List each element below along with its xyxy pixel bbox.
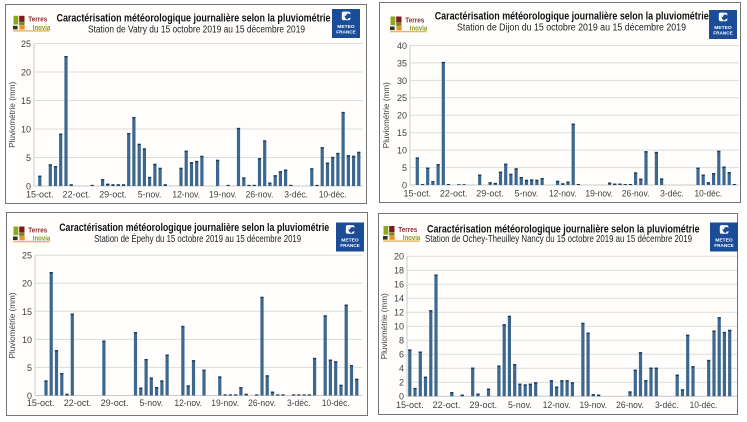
svg-text:Station de Épehy du 15 octobre: Station de Épehy du 15 octobre 2019 au 1… bbox=[94, 232, 301, 245]
svg-text:3-déc.: 3-déc. bbox=[655, 400, 679, 410]
svg-text:40: 40 bbox=[397, 41, 407, 51]
svg-text:METEO: METEO bbox=[337, 24, 355, 29]
svg-text:10-déc.: 10-déc. bbox=[695, 189, 723, 199]
svg-text:20: 20 bbox=[394, 252, 404, 262]
svg-text:15: 15 bbox=[22, 307, 32, 317]
svg-text:15-oct.: 15-oct. bbox=[26, 190, 54, 200]
svg-text:FRANCE: FRANCE bbox=[714, 243, 734, 248]
svg-text:Caractérisation météorologique: Caractérisation météorologique journaliè… bbox=[59, 222, 329, 234]
svg-text:12-nov.: 12-nov. bbox=[543, 400, 571, 410]
svg-text:10: 10 bbox=[394, 322, 404, 332]
svg-text:15-oct.: 15-oct. bbox=[396, 400, 424, 410]
svg-text:3-déc.: 3-déc. bbox=[284, 190, 308, 200]
svg-text:5: 5 bbox=[402, 163, 407, 173]
svg-text:5-nov.: 5-nov. bbox=[508, 400, 532, 410]
svg-text:15-oct.: 15-oct. bbox=[403, 189, 431, 199]
svg-text:10-déc.: 10-déc. bbox=[319, 190, 347, 200]
svg-text:22-oct.: 22-oct. bbox=[63, 190, 91, 200]
svg-text:29-oct.: 29-oct. bbox=[101, 398, 129, 408]
svg-text:20: 20 bbox=[21, 67, 31, 77]
svg-text:2: 2 bbox=[399, 378, 404, 388]
svg-text:26-nov.: 26-nov. bbox=[616, 400, 644, 410]
svg-text:12-nov.: 12-nov. bbox=[174, 398, 202, 408]
svg-text:29-oct.: 29-oct. bbox=[476, 189, 504, 199]
svg-text:20: 20 bbox=[397, 111, 407, 121]
svg-text:19-nov.: 19-nov. bbox=[585, 189, 613, 199]
svg-text:Station de Dijon du 15 octobre: Station de Dijon du 15 octobre 2019 au 1… bbox=[457, 23, 686, 34]
svg-text:METEO: METEO bbox=[341, 238, 359, 243]
svg-text:Inovia: Inovia bbox=[33, 234, 51, 243]
svg-text:Caractérisation météorologique: Caractérisation météorologique journaliè… bbox=[427, 223, 700, 235]
svg-text:Inovia: Inovia bbox=[403, 233, 421, 242]
svg-text:5-nov.: 5-nov. bbox=[515, 189, 539, 199]
svg-text:5: 5 bbox=[26, 153, 31, 163]
svg-text:FRANCE: FRANCE bbox=[340, 243, 360, 248]
svg-text:5-nov.: 5-nov. bbox=[138, 190, 162, 200]
svg-text:FRANCE: FRANCE bbox=[336, 29, 356, 34]
svg-text:19-nov.: 19-nov. bbox=[209, 190, 237, 200]
svg-text:Pluviométrie (mm): Pluviométrie (mm) bbox=[380, 293, 389, 359]
svg-text:METEO: METEO bbox=[714, 25, 732, 30]
svg-text:0: 0 bbox=[27, 391, 32, 401]
svg-text:25: 25 bbox=[21, 39, 31, 49]
svg-text:18: 18 bbox=[394, 266, 404, 276]
svg-text:12-nov.: 12-nov. bbox=[549, 189, 577, 199]
svg-text:Inovia: Inovia bbox=[410, 24, 428, 33]
svg-text:3-déc.: 3-déc. bbox=[287, 398, 311, 408]
svg-text:16: 16 bbox=[394, 280, 404, 290]
svg-text:10: 10 bbox=[21, 124, 31, 134]
svg-text:4: 4 bbox=[399, 364, 404, 374]
svg-text:5: 5 bbox=[27, 363, 32, 373]
svg-text:22-oct.: 22-oct. bbox=[433, 400, 461, 410]
svg-text:Inovia: Inovia bbox=[33, 23, 51, 32]
svg-text:29-oct.: 29-oct. bbox=[99, 190, 127, 200]
svg-text:Terres: Terres bbox=[398, 225, 417, 234]
svg-text:FRANCE: FRANCE bbox=[713, 30, 733, 35]
svg-text:3-déc.: 3-déc. bbox=[660, 189, 684, 199]
svg-text:0: 0 bbox=[26, 181, 31, 191]
svg-text:10-déc.: 10-déc. bbox=[690, 400, 718, 410]
svg-text:10-déc.: 10-déc. bbox=[322, 398, 350, 408]
svg-text:30: 30 bbox=[397, 76, 407, 86]
svg-text:Pluviométrie (mm): Pluviométrie (mm) bbox=[382, 82, 391, 148]
svg-text:Caractérisation météorologique: Caractérisation météorologique journaliè… bbox=[435, 11, 709, 23]
svg-text:8: 8 bbox=[399, 336, 404, 346]
svg-text:15: 15 bbox=[397, 128, 407, 138]
svg-text:6: 6 bbox=[399, 350, 404, 360]
svg-text:19-nov.: 19-nov. bbox=[579, 400, 607, 410]
svg-text:Terres: Terres bbox=[28, 15, 47, 24]
svg-text:0: 0 bbox=[402, 180, 407, 190]
svg-text:10: 10 bbox=[22, 335, 32, 345]
svg-text:26-nov.: 26-nov. bbox=[246, 190, 274, 200]
svg-text:Pluviométrie (mm): Pluviométrie (mm) bbox=[8, 82, 17, 148]
svg-text:14: 14 bbox=[394, 294, 404, 304]
svg-text:Caractérisation météorologique: Caractérisation météorologique journaliè… bbox=[57, 13, 331, 25]
svg-text:Pluviométrie (mm): Pluviométrie (mm) bbox=[8, 292, 17, 358]
svg-text:22-oct.: 22-oct. bbox=[64, 398, 92, 408]
svg-text:19-nov.: 19-nov. bbox=[211, 398, 239, 408]
svg-text:26-nov.: 26-nov. bbox=[248, 398, 276, 408]
svg-text:Terres: Terres bbox=[28, 225, 47, 234]
svg-text:15-oct.: 15-oct. bbox=[27, 398, 55, 408]
svg-text:25: 25 bbox=[22, 251, 32, 261]
svg-text:METEO: METEO bbox=[715, 238, 733, 243]
svg-text:15: 15 bbox=[21, 96, 31, 106]
svg-text:10: 10 bbox=[397, 146, 407, 156]
svg-text:26-nov.: 26-nov. bbox=[622, 189, 650, 199]
svg-text:12: 12 bbox=[394, 308, 404, 318]
svg-text:20: 20 bbox=[22, 279, 32, 289]
svg-text:5-nov.: 5-nov. bbox=[139, 398, 163, 408]
svg-text:35: 35 bbox=[397, 58, 407, 68]
svg-text:Station de Ochey-Theuilley Nan: Station de Ochey-Theuilley Nancy du 15 o… bbox=[425, 234, 692, 245]
svg-text:Station de Vatry du 15 octobre: Station de Vatry du 15 octobre 2019 au 1… bbox=[88, 25, 305, 36]
svg-text:12-nov.: 12-nov. bbox=[172, 190, 200, 200]
svg-text:25: 25 bbox=[397, 93, 407, 103]
svg-text:29-oct.: 29-oct. bbox=[469, 400, 497, 410]
svg-text:Terres: Terres bbox=[405, 15, 424, 24]
svg-text:0: 0 bbox=[399, 392, 404, 402]
svg-text:22-oct.: 22-oct. bbox=[440, 189, 468, 199]
